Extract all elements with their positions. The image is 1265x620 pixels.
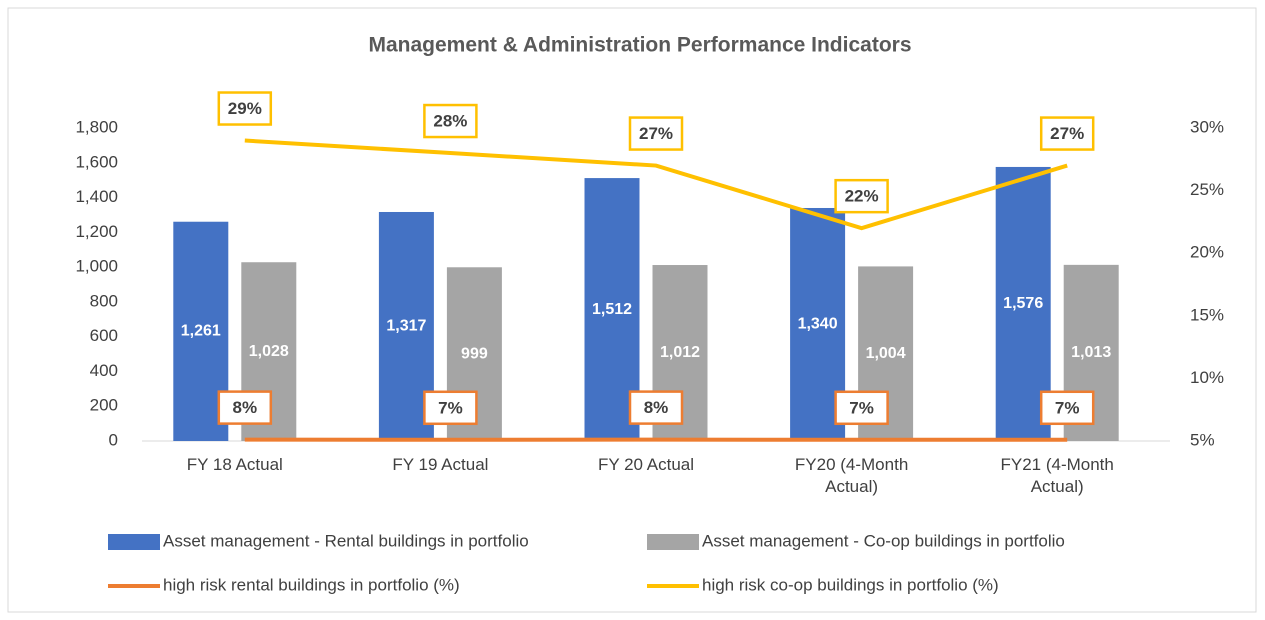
bar-value-label: 1,013 (1071, 344, 1111, 361)
y-tick-label: 400 (90, 361, 118, 380)
x-tick-label: FY 18 Actual (186, 455, 283, 474)
x-tick-label: FY 19 Actual (392, 455, 489, 474)
line-value-label: 27% (639, 124, 673, 143)
x-tick-label: FY20 (4-Month Actual) (794, 455, 909, 496)
bar-value-label: 1,317 (386, 318, 426, 335)
line-value-label: 8% (233, 398, 258, 417)
y-tick-label: 600 (90, 326, 118, 345)
bar-value-label: 1,512 (592, 301, 632, 318)
legend-label: high risk rental buildings in portfolio … (163, 575, 460, 594)
line-value-label: 7% (849, 398, 874, 417)
line-value-label: 22% (845, 187, 879, 206)
x-tick-label: FY 20 Actual (597, 455, 695, 474)
x-tick-label: FY21 (4-Month Actual) (1000, 455, 1114, 496)
y-tick-label: 200 (90, 396, 118, 415)
value-label-box (217, 91, 273, 126)
bar-value-label: 1,012 (660, 344, 700, 361)
legend-label: Asset management - Co-op buildings in po… (702, 531, 1065, 550)
y-tick-label: 1,200 (75, 222, 118, 241)
value-label-box (423, 103, 478, 139)
legend-swatch (647, 534, 699, 550)
line-value-label: 7% (438, 398, 463, 417)
y-tick-label: 1,000 (75, 257, 118, 276)
y2-tick-label: 10% (1190, 368, 1224, 387)
y-tick-label: 1,600 (75, 152, 118, 171)
bar-value-label: 1,028 (249, 343, 289, 360)
legend-label: high risk co-op buildings in portfolio (… (702, 575, 999, 594)
y-tick-label: 1,800 (75, 117, 118, 136)
bar-value-label: 1,261 (181, 323, 221, 340)
value-label-box (423, 390, 478, 426)
value-label-box (217, 390, 273, 425)
y-tick-label: 800 (90, 291, 118, 310)
y-tick-label: 1,400 (75, 187, 118, 206)
value-label-box (1039, 390, 1095, 426)
bar-value-label: 1,340 (798, 316, 838, 333)
value-label-box (628, 116, 684, 151)
y2-tick-label: 5% (1190, 430, 1215, 449)
y-tick-label: 0 (109, 430, 118, 449)
bar-value-label: 1,004 (866, 345, 906, 362)
chart-title: Management & Administration Performance … (369, 34, 912, 57)
line-value-label: 8% (644, 398, 669, 417)
value-label-box (1039, 116, 1095, 151)
line-value-label: 29% (228, 99, 262, 118)
y2-tick-label: 15% (1190, 305, 1224, 324)
bar-value-label: 999 (461, 345, 488, 362)
line-value-label: 27% (1050, 124, 1084, 143)
value-label-box (834, 390, 889, 426)
y2-tick-label: 30% (1190, 117, 1224, 136)
y2-tick-label: 20% (1190, 243, 1224, 262)
value-label-box (834, 178, 889, 214)
value-label-box (628, 390, 684, 425)
line-series (244, 138, 1068, 231)
bar-value-label: 1,576 (1003, 295, 1043, 312)
legend-label: Asset management - Rental buildings in p… (163, 531, 529, 550)
line-value-label: 28% (433, 112, 467, 131)
legend-swatch (108, 534, 160, 550)
y2-tick-label: 25% (1190, 180, 1224, 199)
line-value-label: 7% (1055, 398, 1080, 417)
